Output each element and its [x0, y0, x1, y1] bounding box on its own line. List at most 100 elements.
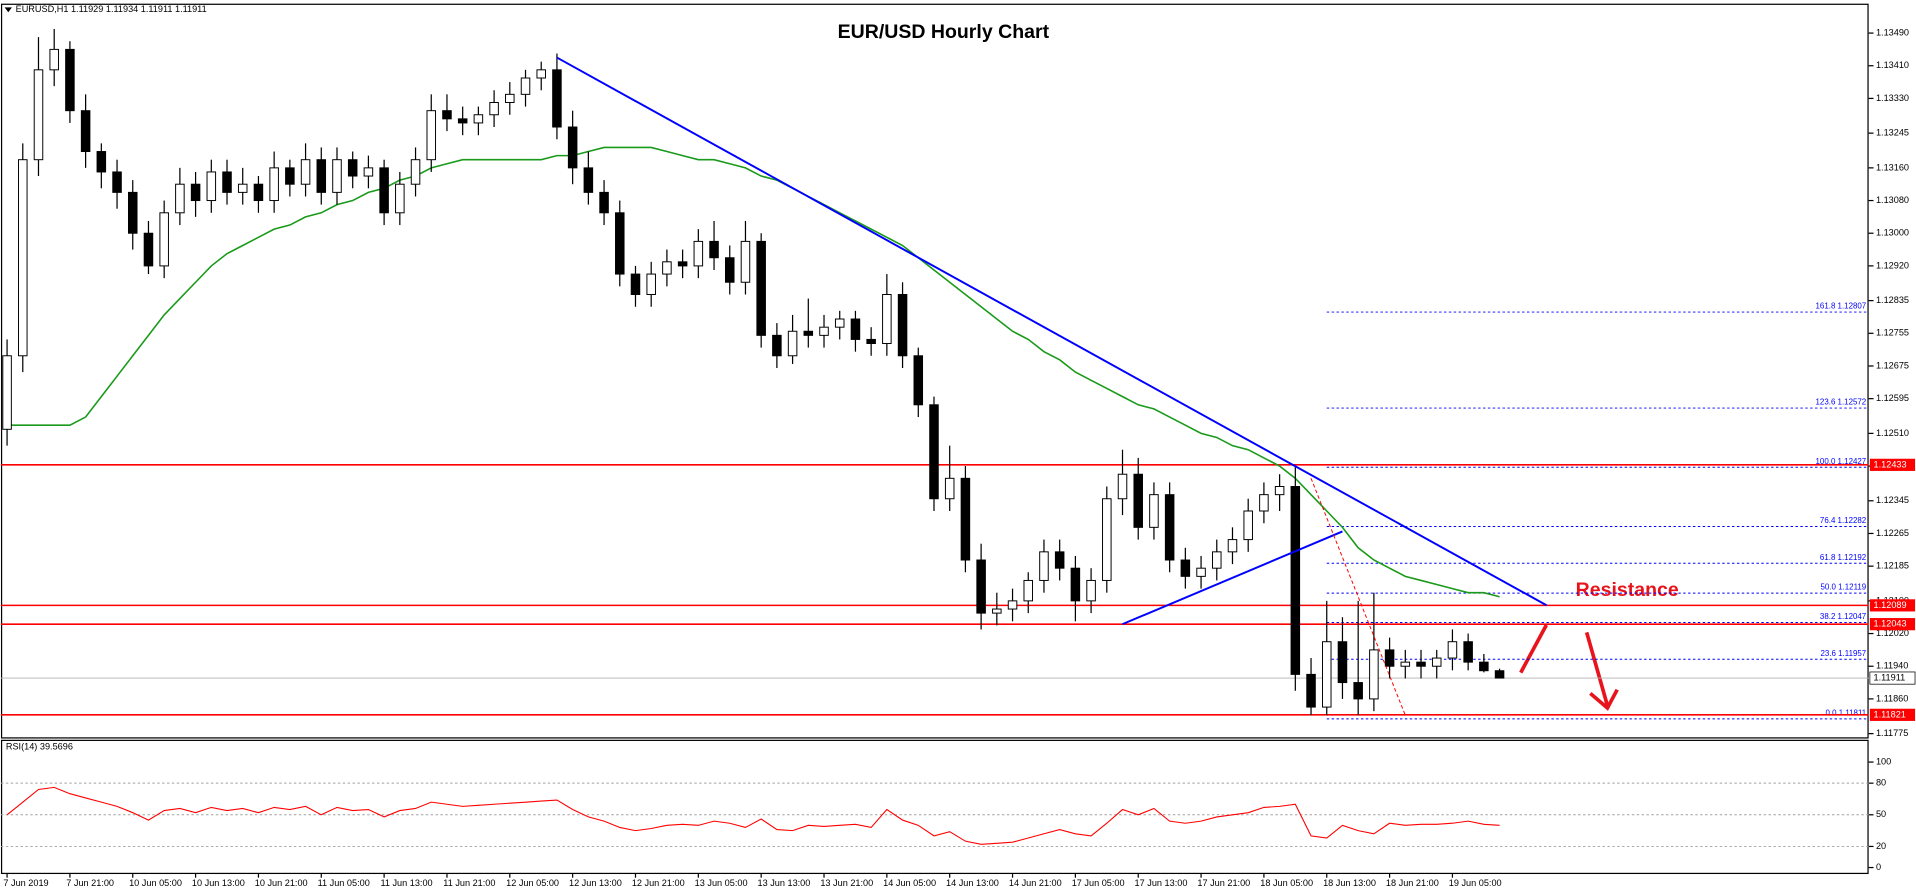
candle-body — [756, 240, 766, 336]
x-tick-label: 11 Jun 05:00 — [318, 878, 370, 888]
candle-body — [630, 273, 641, 295]
candle-body — [1259, 494, 1269, 512]
candle-body — [913, 355, 924, 406]
level-label: 1.12433 — [1874, 459, 1907, 469]
up-arrow — [1519, 624, 1548, 674]
fib-label: 61.8 1.12192 — [1820, 553, 1866, 562]
candle-body — [112, 171, 122, 193]
x-tick-label: 14 Jun 21:00 — [1009, 878, 1062, 888]
x-tick-label: 18 Jun 21:00 — [1386, 878, 1439, 888]
candle-body — [1212, 551, 1222, 569]
candle-body — [583, 167, 594, 193]
candle-body — [1306, 673, 1316, 708]
candle-body — [1054, 551, 1065, 569]
x-tick-label: 10 Jun 21:00 — [255, 878, 308, 888]
y-tick-label: 1.11940 — [1876, 661, 1908, 671]
candle-body — [1384, 649, 1395, 667]
x-tick-label: 14 Jun 13:00 — [946, 878, 999, 888]
rsi-line — [6, 786, 1500, 845]
candle-body — [143, 232, 154, 267]
candle-body — [520, 77, 531, 95]
candle-body — [615, 212, 625, 275]
x-tick-label: 13 Jun 21:00 — [820, 878, 873, 888]
y-tick-label: 1.12755 — [1876, 328, 1909, 338]
fib-label: 38.2 1.12047 — [1820, 612, 1866, 621]
x-tick-label: 18 Jun 05:00 — [1260, 878, 1313, 888]
candle-body — [850, 318, 861, 340]
y-tick-label: 1.12265 — [1876, 528, 1909, 538]
fib-label: 76.4 1.12282 — [1820, 516, 1866, 525]
y-tick-label: 1.12185 — [1876, 561, 1909, 571]
y-tick-label: 1.13000 — [1876, 228, 1909, 238]
candle-body — [1447, 641, 1458, 659]
candle-body — [787, 330, 798, 357]
candle-body — [740, 240, 751, 283]
candle-body — [897, 294, 908, 357]
y-tick-label: 1.13160 — [1876, 162, 1909, 172]
candle-body — [489, 102, 499, 116]
candle-body — [1494, 670, 1505, 679]
current-price-label: 1.11911 — [1874, 672, 1906, 682]
fib-label: 50.0 1.12119 — [1821, 583, 1867, 592]
y-tick-label: 50 — [1876, 809, 1886, 819]
x-tick-label: 14 Jun 05:00 — [883, 878, 936, 888]
candle-body — [1290, 486, 1301, 675]
candle-body — [709, 240, 719, 259]
fib-label: 23.6 1.11957 — [1821, 649, 1867, 658]
candle-body — [505, 93, 515, 103]
candle-body — [646, 273, 656, 295]
candle-body — [1070, 567, 1081, 602]
rsi-panel — [0, 739, 1869, 875]
candle-body — [882, 294, 892, 345]
candle-body — [1400, 661, 1411, 667]
candle-body — [80, 110, 91, 153]
fib-label: 161.8 1.12807 — [1816, 302, 1867, 311]
resistance-label: Resistance — [1576, 579, 1679, 601]
chart-title: EUR/USD Hourly Chart — [838, 21, 1050, 43]
fib-label: 0.0 1.11811 — [1826, 709, 1867, 718]
candle-body — [1416, 661, 1426, 667]
candle-body — [1039, 551, 1049, 581]
candle-body — [65, 48, 75, 112]
candle-body — [929, 404, 939, 500]
candle-body — [1149, 494, 1159, 528]
y-tick-label: 1.13330 — [1876, 93, 1909, 103]
y-tick-label: 1.11775 — [1876, 728, 1908, 738]
level-label: 1.12043 — [1874, 619, 1907, 629]
y-tick-label: 1.12835 — [1876, 295, 1909, 305]
candle-body — [992, 608, 1002, 614]
candle-body — [1196, 567, 1206, 577]
candle-body — [253, 183, 264, 202]
candle-body — [599, 191, 609, 214]
level-box — [1869, 599, 1916, 612]
symbol-header: EURUSD,H1 1.11929 1.11934 1.11911 1.1191… — [16, 4, 207, 14]
candle-body — [1321, 641, 1332, 708]
candle-body — [222, 171, 232, 193]
current-price-box — [1869, 671, 1916, 685]
candle-body — [819, 326, 829, 336]
candle-body — [1337, 641, 1348, 684]
candle-body — [662, 261, 672, 275]
candle-body — [96, 151, 107, 173]
candle-body — [127, 191, 138, 234]
y-tick-label: 20 — [1876, 841, 1886, 851]
candle-body — [379, 167, 389, 214]
candle-body — [269, 167, 279, 202]
x-tick-label: 12 Jun 13:00 — [569, 878, 622, 888]
x-tick-label: 12 Jun 21:00 — [632, 878, 685, 888]
y-tick-label: 1.11860 — [1876, 693, 1908, 703]
candle-body — [1086, 579, 1096, 602]
rsi-title: RSI(14) 39.5696 — [6, 741, 73, 751]
candle-body — [316, 159, 327, 193]
y-tick-label: 1.12920 — [1876, 260, 1909, 270]
x-tick-label: 7 Jun 21:00 — [66, 878, 114, 888]
candle-body — [410, 159, 421, 185]
candle-body — [1180, 559, 1191, 577]
candle-body — [552, 69, 562, 128]
main-panel — [0, 3, 1869, 739]
x-tick-label: 13 Jun 05:00 — [695, 878, 748, 888]
moving-average — [7, 146, 1500, 598]
x-tick-label: 18 Jun 13:00 — [1323, 878, 1376, 888]
y-tick-label: 1.12595 — [1876, 393, 1909, 403]
